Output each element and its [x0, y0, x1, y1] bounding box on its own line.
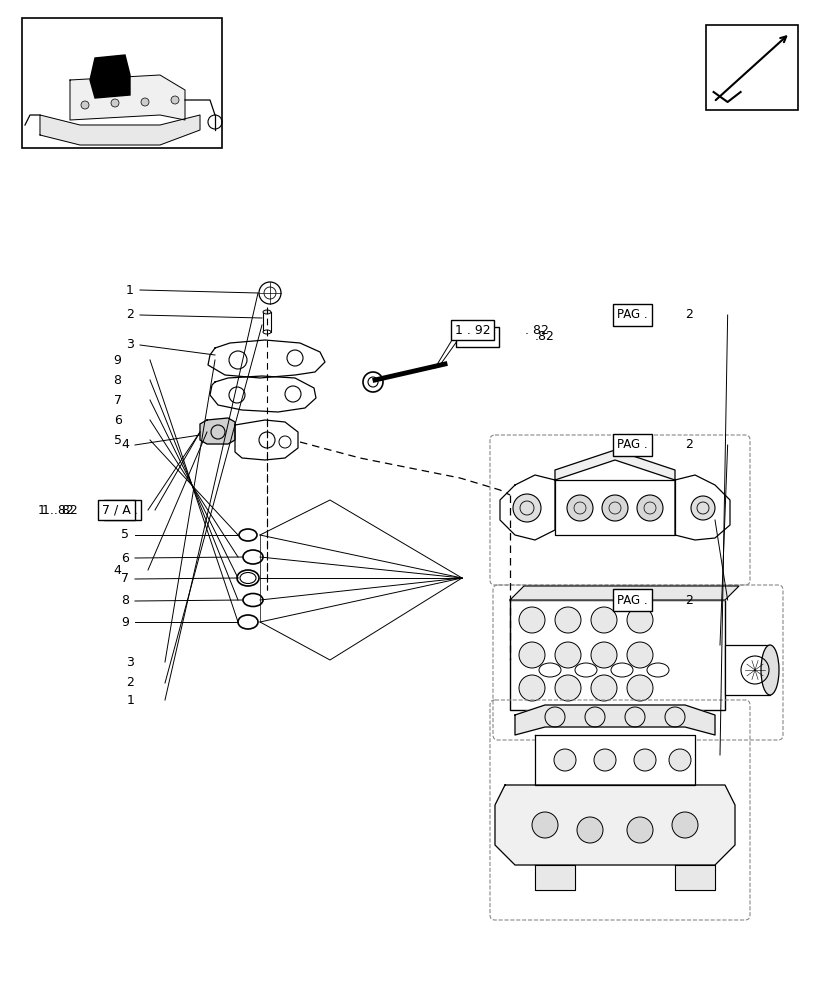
Ellipse shape — [263, 310, 271, 314]
Polygon shape — [90, 55, 130, 98]
Circle shape — [141, 98, 149, 106]
Circle shape — [672, 812, 698, 838]
Text: 6: 6 — [113, 414, 122, 426]
Polygon shape — [515, 705, 715, 735]
Text: 1: 1 — [126, 694, 134, 706]
Text: 2: 2 — [685, 593, 693, 606]
Text: 1 . 92: 1 . 92 — [455, 324, 491, 336]
Ellipse shape — [263, 330, 271, 334]
Text: 2: 2 — [685, 308, 693, 322]
Text: 1: 1 — [126, 284, 134, 296]
Circle shape — [519, 607, 545, 633]
Polygon shape — [235, 420, 298, 460]
Circle shape — [532, 812, 558, 838]
Circle shape — [634, 749, 656, 771]
Polygon shape — [675, 865, 715, 890]
Bar — [263, 312, 271, 332]
Text: 9: 9 — [113, 354, 122, 366]
Circle shape — [555, 642, 581, 668]
Text: 2: 2 — [685, 438, 693, 452]
Circle shape — [171, 96, 179, 104]
Text: 4: 4 — [121, 438, 129, 452]
Polygon shape — [535, 865, 575, 890]
Circle shape — [627, 817, 653, 843]
Circle shape — [111, 99, 119, 107]
Text: 8: 8 — [113, 373, 122, 386]
Text: .82: .82 — [535, 330, 555, 344]
Text: 2: 2 — [126, 308, 134, 322]
Ellipse shape — [761, 645, 779, 695]
Text: 7: 7 — [121, 572, 129, 585]
Polygon shape — [500, 475, 555, 540]
Polygon shape — [555, 480, 675, 535]
Text: 7: 7 — [113, 393, 122, 406]
Polygon shape — [208, 340, 325, 378]
Text: PAG .: PAG . — [617, 593, 648, 606]
Circle shape — [81, 101, 89, 109]
Text: 4: 4 — [113, 564, 122, 576]
Bar — [510, 600, 725, 710]
Circle shape — [627, 607, 653, 633]
Circle shape — [669, 749, 691, 771]
Polygon shape — [200, 418, 235, 444]
Bar — [725, 645, 770, 695]
Circle shape — [519, 675, 545, 701]
Text: 3: 3 — [126, 338, 134, 352]
Polygon shape — [70, 75, 185, 120]
Circle shape — [513, 494, 541, 522]
Text: 1 . 92: 1 . 92 — [460, 330, 496, 344]
Polygon shape — [210, 376, 316, 412]
Circle shape — [602, 495, 628, 521]
Circle shape — [555, 607, 581, 633]
Polygon shape — [40, 115, 200, 145]
Text: 1 . 82: 1 . 82 — [42, 504, 78, 516]
Text: 5: 5 — [113, 434, 122, 446]
Text: 6: 6 — [121, 552, 129, 564]
Circle shape — [691, 496, 715, 520]
Text: 9: 9 — [121, 615, 129, 629]
Bar — [22, 18, 222, 148]
Polygon shape — [675, 475, 730, 540]
Text: PAG .: PAG . — [617, 438, 648, 452]
Polygon shape — [510, 586, 739, 600]
Text: . 82: . 82 — [525, 324, 549, 336]
Text: 7 / A: 7 / A — [102, 504, 131, 516]
Text: PAG .: PAG . — [617, 308, 648, 322]
Text: 1 . 82: 1 . 82 — [38, 504, 74, 516]
Text: 3: 3 — [126, 656, 134, 668]
Circle shape — [637, 495, 663, 521]
Polygon shape — [555, 450, 675, 480]
Circle shape — [591, 607, 617, 633]
Text: 7 / A: 7 / A — [108, 504, 137, 516]
Polygon shape — [535, 735, 695, 785]
Text: 8: 8 — [121, 594, 129, 607]
Polygon shape — [495, 785, 735, 865]
Circle shape — [627, 675, 653, 701]
Circle shape — [519, 642, 545, 668]
Circle shape — [627, 642, 653, 668]
Circle shape — [577, 817, 603, 843]
Text: 5: 5 — [121, 528, 129, 542]
Circle shape — [591, 675, 617, 701]
Text: 2: 2 — [126, 676, 134, 690]
Circle shape — [555, 675, 581, 701]
Circle shape — [567, 495, 593, 521]
Circle shape — [594, 749, 616, 771]
Circle shape — [591, 642, 617, 668]
Circle shape — [554, 749, 576, 771]
Bar — [706, 25, 798, 110]
